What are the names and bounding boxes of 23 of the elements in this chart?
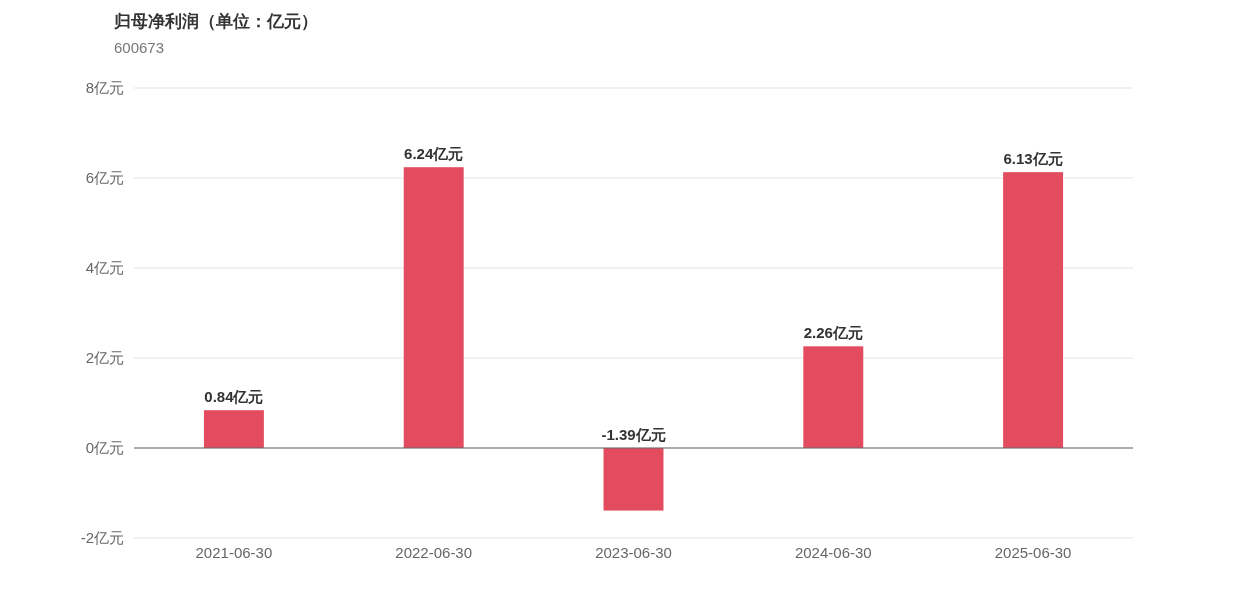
bar [403,167,464,448]
x-tick-label: 2023-06-30 [595,544,672,561]
data-label: 6.24亿元 [404,145,464,163]
data-label: 0.84亿元 [204,388,264,406]
x-tick-label: 2025-06-30 [994,544,1072,561]
y-tick-label: 8亿元 [85,79,124,97]
bar [203,410,264,448]
x-tick-label: 2024-06-30 [794,544,872,561]
x-tick-label: 2022-06-30 [395,544,473,561]
data-label: 6.13亿元 [1003,150,1063,168]
bar [1003,172,1064,448]
y-tick-label: 0亿元 [85,439,124,457]
x-tick-label: 2021-06-30 [195,544,273,561]
y-tick-label: 6亿元 [85,169,124,187]
y-tick-label: 4亿元 [85,259,124,277]
data-label: -1.39亿元 [601,426,666,443]
chart-title: 归母净利润（单位：亿元） [113,12,318,31]
y-tick-label: -2亿元 [80,529,124,547]
bar [603,448,664,511]
chart-subtitle: 600673 [114,39,165,56]
data-label: 2.26亿元 [803,324,863,342]
bar [803,346,864,448]
y-tick-label: 2亿元 [85,349,124,367]
